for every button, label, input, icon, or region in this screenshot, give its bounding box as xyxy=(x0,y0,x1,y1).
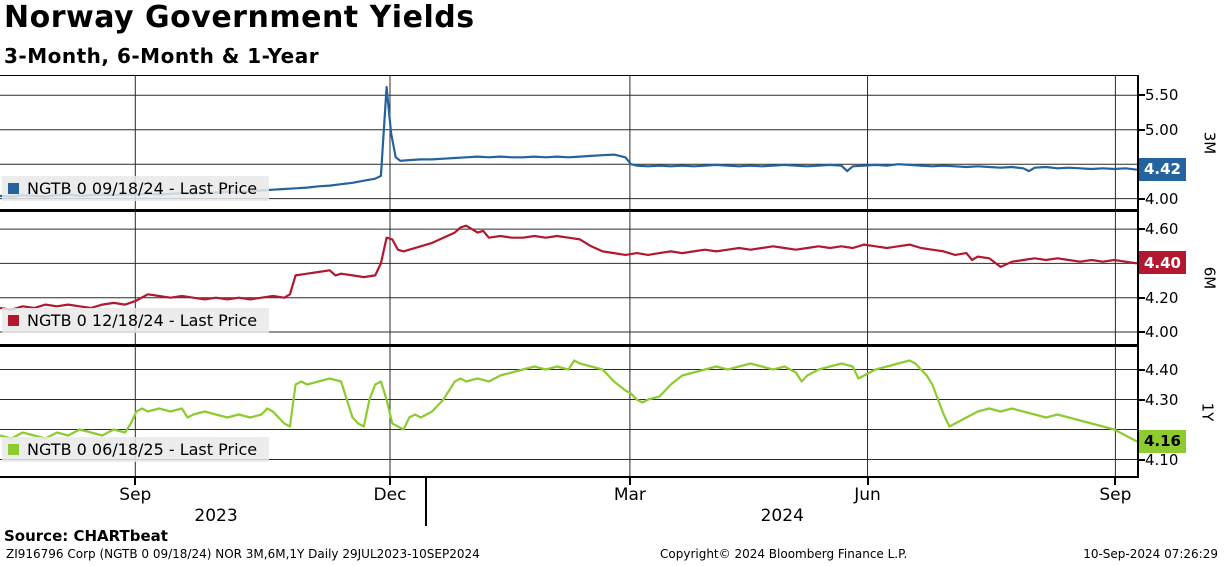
last-price-badge-3m[interactable]: 4.42 xyxy=(1139,157,1186,181)
x-tick-mark xyxy=(134,478,137,485)
y-axis-label: 4.60 xyxy=(1145,220,1179,239)
chart-area[interactable]: 5.50 5.00 4.00 NGTB 0 09/18/24 - Last Price… xyxy=(0,75,1218,478)
source-label: Source: CHARTbeat xyxy=(4,527,168,545)
y-axis-label: 4.40 xyxy=(1145,360,1179,379)
y-axis-label: 5.50 xyxy=(1145,86,1179,105)
panel-axis-side-label: 3M xyxy=(1200,131,1219,154)
y-axis-label: 5.00 xyxy=(1145,120,1179,139)
footer-timestamp: 10-Sep-2024 07:26:29 xyxy=(1083,547,1218,561)
x-axis-label: Mar xyxy=(613,485,646,505)
y-tick-mark xyxy=(1139,368,1145,371)
y-axis-label: 4.00 xyxy=(1145,189,1179,208)
y-tick-mark xyxy=(1139,458,1145,461)
legend-6m[interactable]: NGTB 0 12/18/24 - Last Price xyxy=(2,308,270,333)
legend-label: NGTB 0 09/18/24 - Last Price xyxy=(27,179,258,198)
y-axis-label: 4.20 xyxy=(1145,288,1179,307)
last-price-badge-6m[interactable]: 4.40 xyxy=(1139,251,1186,275)
page-subtitle: 3-Month, 6-Month & 1-Year xyxy=(4,44,320,68)
x-axis-label: Dec xyxy=(373,485,407,505)
x-axis-label: Jun xyxy=(854,485,881,505)
x-axis-label: Sep xyxy=(1099,485,1132,505)
x-tick-mark xyxy=(388,478,391,485)
x-axis: Sep Dec Mar Jun Sep 2023 2024 xyxy=(0,478,1137,528)
panel-3m[interactable]: 5.50 5.00 4.00 NGTB 0 09/18/24 - Last Price… xyxy=(0,76,1218,212)
x-tick-mark xyxy=(866,478,869,485)
footer-copyright: Copyright© 2024 Bloomberg Finance L.P. xyxy=(660,547,908,561)
year-separator-line xyxy=(425,478,428,526)
footer-terminal-info: ZI916796 Corp (NGTB 0 09/18/24) NOR 3M,6… xyxy=(6,547,480,561)
legend-1y[interactable]: NGTB 0 06/18/25 - Last Price xyxy=(2,437,270,462)
y-axis-label: 4.00 xyxy=(1145,323,1179,341)
legend-3m[interactable]: NGTB 0 09/18/24 - Last Price xyxy=(2,176,270,201)
y-tick-mark xyxy=(1139,296,1145,299)
y-axis-label: 4.30 xyxy=(1145,390,1179,409)
legend-label: NGTB 0 12/18/24 - Last Price xyxy=(27,311,258,330)
legend-swatch-icon xyxy=(8,444,19,455)
y-tick-mark xyxy=(1139,228,1145,231)
year-label: 2023 xyxy=(194,506,238,526)
panel-axis-side-label: 1Y xyxy=(1198,402,1217,421)
x-axis-label: Sep xyxy=(119,485,152,505)
panel-axis-side-label: 6M xyxy=(1200,266,1219,290)
page-title: Norway Government Yields xyxy=(4,0,475,35)
y-tick-mark xyxy=(1139,197,1145,200)
last-price-badge-1y[interactable]: 4.16 xyxy=(1139,429,1186,453)
y-axis-label: 4.10 xyxy=(1145,450,1179,469)
y-tick-mark xyxy=(1139,331,1145,333)
year-label: 2024 xyxy=(760,506,804,526)
legend-swatch-icon xyxy=(8,183,19,194)
y-tick-mark xyxy=(1139,398,1145,401)
plot-6m[interactable] xyxy=(0,212,1137,344)
panel-6m[interactable]: 4.60 4.20 4.00 NGTB 0 12/18/24 - Last Price… xyxy=(0,212,1218,347)
x-tick-mark xyxy=(628,478,631,485)
legend-label: NGTB 0 06/18/25 - Last Price xyxy=(27,440,258,459)
legend-swatch-icon xyxy=(8,315,19,326)
panel-1y[interactable]: 4.40 4.30 4.10 NGTB 0 06/18/25 - Last Price… xyxy=(0,347,1216,478)
y-tick-mark xyxy=(1139,128,1145,131)
y-tick-mark xyxy=(1139,94,1145,97)
series-line-1y xyxy=(0,359,1137,443)
footer: ZI916796 Corp (NGTB 0 09/18/24) NOR 3M,6… xyxy=(0,547,1224,563)
series-line-6m xyxy=(0,224,1137,311)
x-tick-mark xyxy=(1114,478,1117,485)
